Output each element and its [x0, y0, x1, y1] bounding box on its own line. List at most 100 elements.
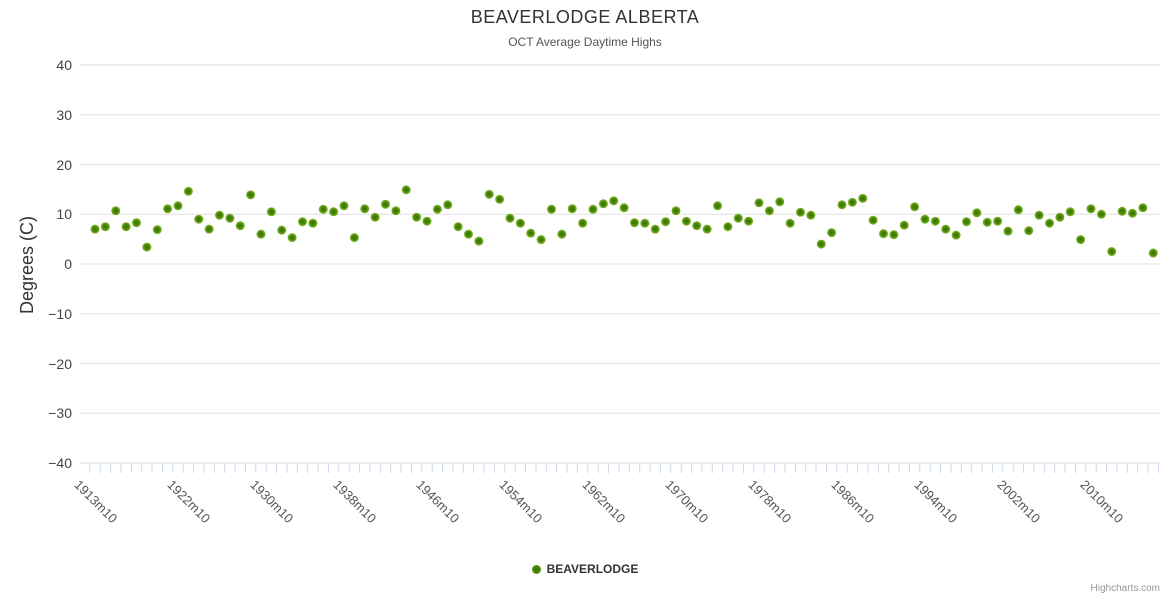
data-point[interactable]: [1034, 210, 1044, 220]
data-point[interactable]: [1107, 247, 1117, 257]
data-point[interactable]: [526, 228, 536, 238]
data-point[interactable]: [764, 206, 774, 216]
data-point[interactable]: [1086, 204, 1096, 214]
data-point[interactable]: [744, 216, 754, 226]
data-point[interactable]: [1055, 212, 1065, 222]
data-point[interactable]: [256, 229, 266, 239]
data-point[interactable]: [163, 204, 173, 214]
data-point[interactable]: [204, 224, 214, 234]
data-point[interactable]: [266, 207, 276, 217]
data-point[interactable]: [287, 233, 297, 243]
data-point[interactable]: [661, 217, 671, 227]
data-point[interactable]: [1045, 218, 1054, 228]
data-point[interactable]: [194, 214, 204, 224]
data-point[interactable]: [349, 233, 359, 243]
data-point[interactable]: [889, 230, 899, 240]
data-point[interactable]: [847, 197, 857, 207]
data-point[interactable]: [972, 208, 982, 218]
data-point[interactable]: [246, 190, 256, 200]
data-point[interactable]: [640, 218, 650, 228]
data-point[interactable]: [100, 222, 110, 232]
data-point[interactable]: [401, 185, 411, 195]
data-point[interactable]: [1065, 207, 1075, 217]
data-point[interactable]: [1117, 206, 1127, 216]
legend-item-beaverlodge[interactable]: BEAVERLODGE: [0, 562, 1170, 576]
data-point[interactable]: [1013, 205, 1023, 215]
data-point[interactable]: [505, 213, 515, 223]
data-point[interactable]: [464, 229, 473, 239]
data-point[interactable]: [215, 210, 224, 220]
data-point[interactable]: [1096, 209, 1106, 219]
data-point[interactable]: [796, 207, 805, 217]
data-point[interactable]: [412, 212, 422, 222]
data-point[interactable]: [515, 218, 525, 228]
data-point[interactable]: [474, 236, 484, 246]
data-point[interactable]: [806, 210, 816, 220]
data-point[interactable]: [910, 202, 920, 212]
data-point[interactable]: [536, 235, 546, 245]
data-point[interactable]: [692, 221, 702, 231]
data-point[interactable]: [391, 206, 401, 216]
data-point[interactable]: [681, 216, 691, 226]
data-point[interactable]: [298, 217, 307, 227]
data-point[interactable]: [225, 213, 235, 223]
data-point[interactable]: [308, 218, 318, 228]
data-point[interactable]: [547, 204, 556, 214]
data-point[interactable]: [1148, 248, 1158, 258]
data-point[interactable]: [183, 186, 193, 196]
data-point[interactable]: [775, 197, 785, 207]
data-point[interactable]: [827, 228, 837, 238]
data-point[interactable]: [816, 239, 826, 249]
data-point[interactable]: [1003, 226, 1013, 236]
data-point[interactable]: [858, 193, 868, 203]
data-point[interactable]: [453, 222, 463, 232]
data-point[interactable]: [650, 224, 660, 234]
data-point[interactable]: [962, 217, 971, 227]
data-point[interactable]: [837, 200, 847, 210]
data-point[interactable]: [173, 201, 183, 211]
data-point[interactable]: [785, 218, 795, 228]
data-point[interactable]: [370, 212, 380, 222]
data-point[interactable]: [277, 225, 287, 235]
data-point[interactable]: [142, 242, 152, 252]
data-point[interactable]: [630, 218, 639, 228]
data-point[interactable]: [90, 224, 100, 234]
data-point[interactable]: [121, 222, 131, 232]
credits-link[interactable]: Highcharts.com: [1090, 583, 1160, 594]
data-point[interactable]: [339, 201, 349, 211]
data-point[interactable]: [111, 206, 121, 216]
data-point[interactable]: [152, 225, 162, 235]
data-point[interactable]: [1138, 203, 1148, 213]
data-point[interactable]: [1024, 226, 1034, 236]
data-point[interactable]: [899, 220, 909, 230]
data-point[interactable]: [619, 203, 629, 213]
data-point[interactable]: [329, 207, 339, 217]
data-point[interactable]: [1076, 235, 1086, 245]
data-point[interactable]: [993, 216, 1003, 226]
data-point[interactable]: [495, 194, 505, 204]
data-point[interactable]: [930, 216, 940, 226]
data-point[interactable]: [723, 222, 733, 232]
data-point[interactable]: [951, 230, 961, 240]
data-point[interactable]: [713, 201, 722, 211]
data-point[interactable]: [235, 221, 245, 231]
data-point[interactable]: [484, 189, 494, 199]
data-point[interactable]: [879, 229, 888, 239]
data-point[interactable]: [318, 204, 328, 214]
data-point[interactable]: [733, 213, 743, 223]
data-point[interactable]: [578, 218, 588, 228]
data-point[interactable]: [132, 218, 141, 228]
data-point[interactable]: [432, 204, 442, 214]
data-point[interactable]: [702, 224, 712, 234]
data-point[interactable]: [381, 199, 390, 209]
data-point[interactable]: [920, 214, 930, 224]
data-point[interactable]: [982, 217, 992, 227]
data-point[interactable]: [598, 199, 608, 209]
data-point[interactable]: [567, 204, 577, 214]
data-point[interactable]: [443, 200, 453, 210]
data-point[interactable]: [754, 198, 764, 208]
data-point[interactable]: [671, 206, 681, 216]
data-point[interactable]: [588, 204, 598, 214]
data-point[interactable]: [941, 224, 951, 234]
data-point[interactable]: [609, 196, 619, 206]
